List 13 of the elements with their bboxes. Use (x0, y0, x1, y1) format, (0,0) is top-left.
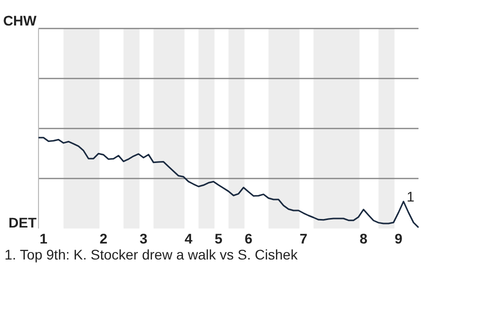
x-tick-label: 3 (140, 230, 148, 246)
x-tick-label: 6 (244, 230, 253, 246)
text: 1. Top 9th: K. Stocker drew a walk vs S. Cishek (4, 246, 299, 262)
annotation: 1 (406, 188, 415, 204)
x-tick-label: 9 (394, 230, 403, 246)
x-tick-label: 1 (40, 230, 48, 246)
x-tick-label: 2 (100, 230, 108, 246)
x-tick-label: 5 (214, 230, 223, 246)
x-tick-label: 7 (300, 230, 308, 246)
text: DET (8, 214, 37, 230)
x-tick-label: 4 (184, 230, 193, 246)
x-tick-label: 8 (360, 230, 368, 246)
text: CHW (3, 12, 38, 28)
